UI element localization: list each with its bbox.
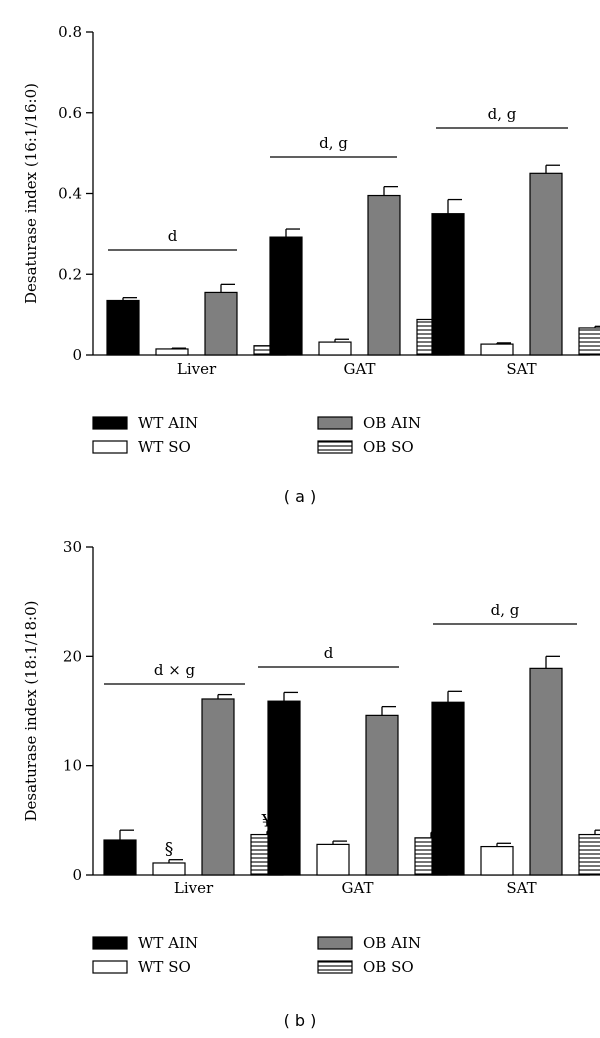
x-category-label-sat: SAT bbox=[506, 360, 536, 378]
bar-wt-ain-liver bbox=[103, 839, 137, 876]
legend-entry-wt-ain: WT AIN bbox=[92, 414, 198, 432]
significance-mark-wt-so-liver: § bbox=[165, 840, 174, 860]
legend-label: WT AIN bbox=[138, 414, 198, 432]
legend-entry-wt-so: WT SO bbox=[92, 438, 191, 456]
legend-swatch bbox=[317, 960, 353, 974]
y-tick-label: 20 bbox=[63, 647, 82, 665]
bar-ob-ain-gat bbox=[367, 194, 401, 356]
bar-ob-ain-gat bbox=[365, 714, 399, 876]
y-tick-label: 0.4 bbox=[58, 185, 82, 203]
y-tick-label: 0.6 bbox=[58, 104, 82, 122]
bar-ob-so-sat bbox=[578, 327, 600, 356]
legend-swatch bbox=[317, 936, 353, 950]
bar-ob-ain-sat bbox=[529, 667, 563, 876]
significance-label-sat: d, g bbox=[488, 105, 517, 123]
x-category-label-liver: Liver bbox=[177, 360, 217, 378]
bar-wt-so-sat bbox=[480, 845, 514, 876]
bar-ob-ain-liver bbox=[204, 291, 238, 356]
legend-label: OB AIN bbox=[363, 414, 421, 432]
bar-wt-ain-gat bbox=[269, 236, 303, 356]
x-category-label-gat: GAT bbox=[342, 879, 374, 897]
panel-a: 0 0.2 0.4 0.6 0.8 Desaturase index (16:1/16:0… bbox=[22, 23, 600, 506]
legend-swatch bbox=[317, 416, 353, 430]
legend-label: WT SO bbox=[138, 438, 191, 456]
legend-label: OB AIN bbox=[363, 934, 421, 952]
legend-swatch bbox=[92, 440, 128, 454]
bar-wt-so-sat bbox=[480, 343, 514, 356]
bar-wt-so-liver bbox=[155, 348, 189, 356]
significance-label-liver: d × g bbox=[154, 661, 196, 679]
bar-ob-ain-liver bbox=[201, 698, 235, 876]
legend-entry-wt-so: WT SO bbox=[92, 958, 191, 976]
bar-wt-so-gat bbox=[316, 843, 350, 876]
legend-entry-ob-so: OB SO bbox=[317, 438, 414, 456]
legend-entry-wt-ain: WT AIN bbox=[92, 934, 198, 952]
bar-ob-ain-sat bbox=[529, 172, 563, 356]
legend-label: WT SO bbox=[138, 958, 191, 976]
significance-label-liver: d bbox=[168, 227, 178, 245]
legend-entry-ob-ain: OB AIN bbox=[317, 414, 421, 432]
legend-swatch bbox=[317, 440, 353, 454]
y-tick-label: 0.2 bbox=[58, 265, 82, 283]
legend-label: WT AIN bbox=[138, 934, 198, 952]
x-category-label-liver: Liver bbox=[174, 879, 214, 897]
y-tick-label: 0 bbox=[72, 866, 82, 884]
legend-label: OB SO bbox=[363, 438, 414, 456]
y-tick-label: 0.8 bbox=[58, 23, 82, 41]
legend-swatch bbox=[92, 936, 128, 950]
y-tick-label: 0 bbox=[72, 346, 82, 364]
bar-wt-ain-sat bbox=[431, 701, 465, 876]
bar-wt-so-liver bbox=[152, 862, 186, 876]
y-tick-label: 10 bbox=[63, 757, 82, 775]
significance-label-sat: d, g bbox=[491, 601, 520, 619]
significance-label-gat: d, g bbox=[319, 134, 348, 152]
bar-wt-ain-gat bbox=[267, 700, 301, 876]
panel-label: ( a ) bbox=[284, 487, 316, 506]
legend-entry-ob-ain: OB AIN bbox=[317, 934, 421, 952]
bar-wt-ain-liver bbox=[106, 299, 140, 356]
x-category-label-gat: GAT bbox=[344, 360, 376, 378]
bar-ob-so-sat bbox=[578, 833, 600, 876]
x-category-label-sat: SAT bbox=[506, 879, 536, 897]
legend-swatch bbox=[92, 416, 128, 430]
legend-swatch bbox=[92, 960, 128, 974]
bar-wt-ain-sat bbox=[431, 213, 465, 356]
significance-label-gat: d bbox=[324, 644, 334, 662]
y-axis-label: Desaturase index (16:1/16:0) bbox=[22, 83, 40, 304]
panel-label: ( b ) bbox=[284, 1011, 317, 1030]
bar-wt-so-gat bbox=[318, 341, 352, 356]
y-axis-label: Desaturase index (18:1/18:0) bbox=[22, 601, 40, 822]
legend-entry-ob-so: OB SO bbox=[317, 958, 414, 976]
panel-b: 0 10 20 30 Desaturase index (18:1/18:0) Liver… bbox=[22, 538, 600, 1030]
y-tick-label: 30 bbox=[63, 538, 82, 556]
significance-mark-ob-so-liver: ¥ bbox=[261, 811, 273, 831]
legend-label: OB SO bbox=[363, 958, 414, 976]
